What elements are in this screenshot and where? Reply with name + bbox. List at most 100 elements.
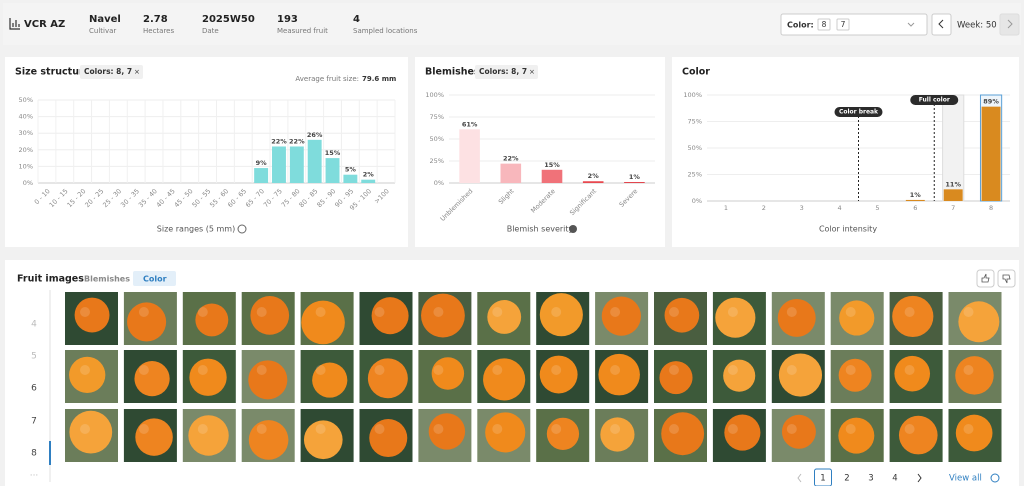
fruit-image[interactable] xyxy=(418,292,472,345)
fruit-image[interactable] xyxy=(536,292,590,345)
fruit-image[interactable] xyxy=(418,350,472,403)
fruit-image[interactable] xyxy=(123,292,177,345)
fruit-image[interactable] xyxy=(830,292,884,345)
image-highlight xyxy=(374,365,385,375)
image-highlight xyxy=(138,424,149,434)
size-filter-chip[interactable] xyxy=(80,65,143,79)
page-number[interactable]: 3 xyxy=(868,474,873,484)
row-label[interactable]: ... xyxy=(30,469,39,479)
fruit-image[interactable] xyxy=(948,292,1002,345)
fruit-image[interactable] xyxy=(654,292,707,345)
view-all[interactable]: View all xyxy=(949,474,982,484)
average-label: Average fruit size: xyxy=(295,75,359,83)
thumbs-up-button[interactable] xyxy=(976,269,995,288)
row-label[interactable]: 6 xyxy=(31,384,37,394)
fruit-image[interactable] xyxy=(654,350,707,403)
page-active-box xyxy=(814,468,832,486)
image-highlight xyxy=(374,424,385,434)
info-icon[interactable] xyxy=(569,225,577,233)
next-week-button[interactable] xyxy=(999,13,1020,36)
fruit-image[interactable] xyxy=(123,350,177,403)
page-number[interactable]: 1 xyxy=(820,474,825,484)
fruit-image[interactable] xyxy=(889,292,943,345)
fruit-image[interactable] xyxy=(654,409,707,462)
color-chip[interactable] xyxy=(836,18,850,31)
settings-icon[interactable] xyxy=(237,224,247,234)
fruit-image[interactable] xyxy=(241,350,295,403)
row-label[interactable]: 5 xyxy=(31,352,37,362)
row-label[interactable]: 7 xyxy=(31,417,37,427)
fruit-image[interactable] xyxy=(418,409,472,462)
y-tick-label: 0% xyxy=(692,197,702,205)
image-highlight xyxy=(315,365,326,375)
x-tick-label: 5 xyxy=(875,204,879,212)
row-label[interactable]: 4 xyxy=(31,320,37,330)
page-number[interactable]: 4 xyxy=(892,474,897,484)
fruit-image[interactable] xyxy=(359,350,413,403)
fruit-image[interactable] xyxy=(712,350,766,403)
chip-close[interactable]: × xyxy=(529,68,535,76)
image-highlight xyxy=(610,365,621,375)
fruit-image[interactable] xyxy=(359,409,413,462)
fruit-image[interactable] xyxy=(477,350,531,403)
fruit-image[interactable] xyxy=(359,292,413,345)
image-highlight xyxy=(80,365,90,375)
image-fruit xyxy=(898,415,938,455)
fruit-image[interactable] xyxy=(771,409,825,462)
thumbs-down-button[interactable] xyxy=(997,269,1016,288)
fruit-image[interactable] xyxy=(948,409,1002,462)
fruit-image[interactable] xyxy=(182,350,236,403)
fruit-image[interactable] xyxy=(477,409,531,462)
bar xyxy=(272,146,286,183)
fruit-image[interactable] xyxy=(830,350,884,403)
color-dropdown[interactable] xyxy=(780,13,928,36)
image-highlight xyxy=(669,307,679,317)
y-tick-label: 30% xyxy=(19,129,33,137)
fruit-image[interactable] xyxy=(712,409,766,462)
fruit-image[interactable] xyxy=(182,292,236,345)
blemish-filter-chip[interactable] xyxy=(475,65,538,79)
tab[interactable]: Blemishes xyxy=(84,275,130,284)
page-next[interactable] xyxy=(917,473,922,483)
fruit-image[interactable] xyxy=(182,409,236,462)
tab[interactable]: Color xyxy=(143,275,167,284)
chip-close[interactable]: × xyxy=(134,68,140,76)
fruit-image[interactable] xyxy=(241,409,295,462)
fruit-image[interactable] xyxy=(771,350,825,403)
fruit-image[interactable] xyxy=(65,409,118,462)
color-chip[interactable] xyxy=(817,18,831,31)
image-fruit xyxy=(74,297,110,333)
y-tick-label: 75% xyxy=(430,113,444,121)
fruit-image[interactable] xyxy=(536,409,590,462)
blemish-card xyxy=(415,57,665,247)
fruit-image[interactable] xyxy=(300,292,354,345)
prev-week-button[interactable] xyxy=(931,13,952,36)
fruit-image[interactable] xyxy=(241,292,295,345)
refresh-icon[interactable] xyxy=(990,473,1000,483)
fruit-image[interactable] xyxy=(65,292,118,345)
fruit-image[interactable] xyxy=(889,350,943,403)
fruit-image[interactable] xyxy=(300,409,354,462)
fruit-image[interactable] xyxy=(595,350,649,403)
fruit-image[interactable] xyxy=(595,409,649,462)
image-fruit xyxy=(661,412,705,456)
fruit-image[interactable] xyxy=(771,292,825,345)
fruit-image[interactable] xyxy=(948,350,1002,403)
image-fruit xyxy=(723,359,756,392)
fruit-image[interactable] xyxy=(595,292,649,345)
page-number[interactable]: 2 xyxy=(844,474,849,484)
image-highlight xyxy=(727,424,738,434)
row-label[interactable]: 8 xyxy=(31,449,37,459)
fruit-image[interactable] xyxy=(712,292,766,345)
page-prev[interactable] xyxy=(797,473,802,483)
tab-active-bg[interactable] xyxy=(133,271,176,286)
fruit-image[interactable] xyxy=(123,409,177,462)
fruit-image[interactable] xyxy=(477,292,531,345)
image-fruit xyxy=(539,293,583,337)
fruit-image[interactable] xyxy=(889,409,943,462)
fruit-image[interactable] xyxy=(65,350,118,403)
fruit-image[interactable] xyxy=(830,409,884,462)
fruit-image[interactable] xyxy=(300,350,354,403)
x-axis-title: Blemish severity xyxy=(507,225,574,234)
fruit-image[interactable] xyxy=(536,350,590,403)
